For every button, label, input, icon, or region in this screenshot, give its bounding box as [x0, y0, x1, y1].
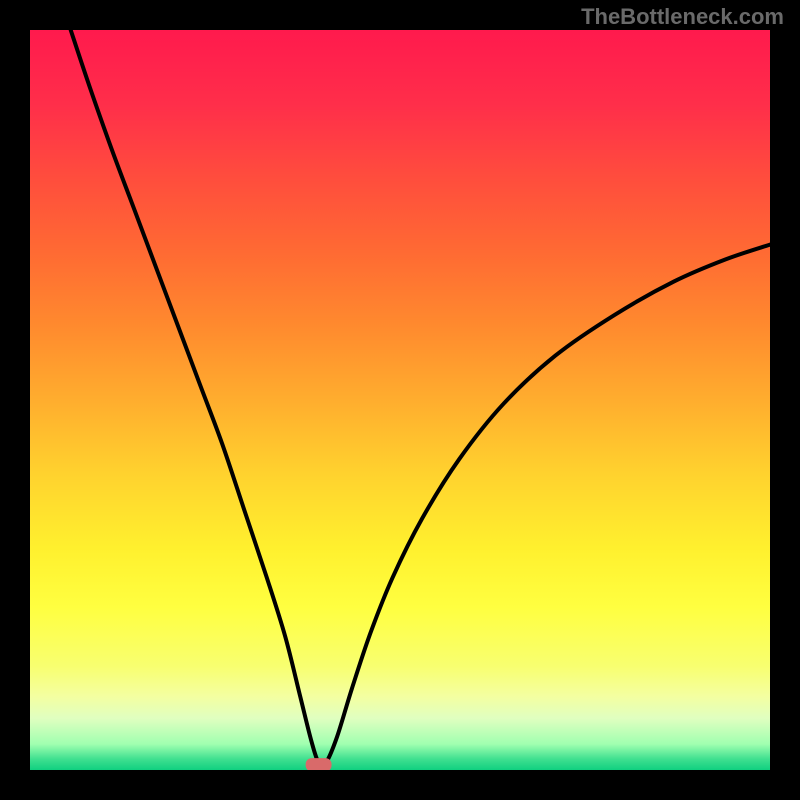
- watermark-text: TheBottleneck.com: [581, 4, 784, 30]
- plot-area: [30, 30, 770, 770]
- chart-container: TheBottleneck.com: [0, 0, 800, 800]
- bottleneck-chart-svg: [30, 30, 770, 770]
- gradient-background: [30, 30, 770, 770]
- optimal-marker: [306, 758, 332, 770]
